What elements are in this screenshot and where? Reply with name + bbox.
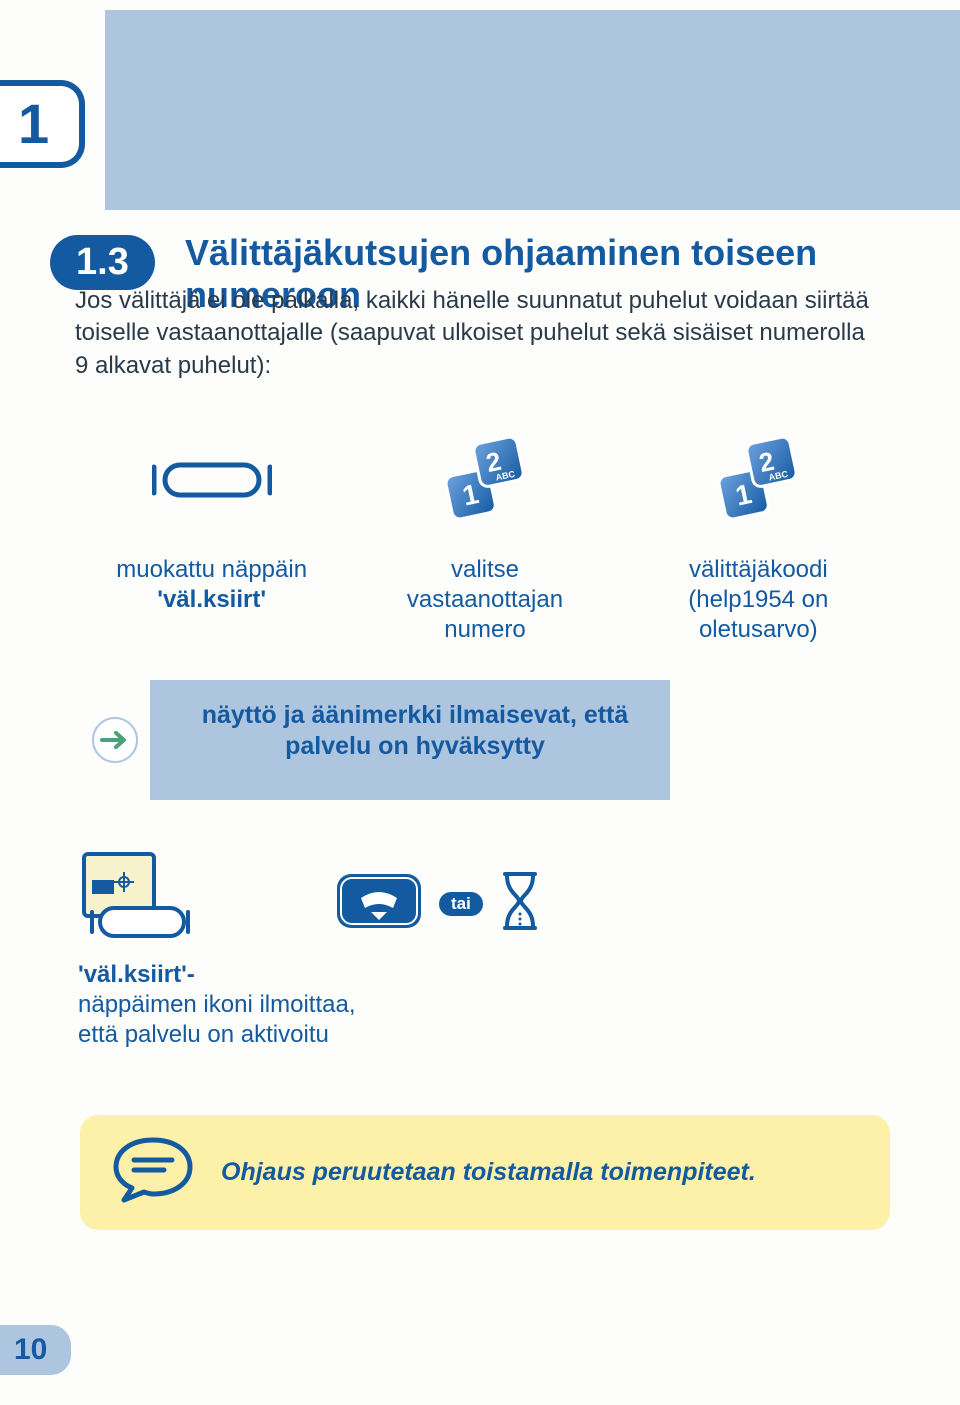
step-2-line-3: numero [444,616,525,643]
or-pill: tai [439,892,483,916]
step-1-line-1: muokattu näppäin [116,556,307,583]
hangup-or-wait-row: tai [335,870,541,937]
chapter-number: 1 [18,96,49,152]
activation-caption: 'väl.ksiirt'- näppäimen ikoni ilmoittaa,… [78,960,378,1050]
note-text: Ohjaus peruutetaan toistamalla toimenpit… [221,1158,756,1187]
chapter-tab: 1 [0,80,85,168]
step-3-line-1: välittäjäkoodi [689,556,828,583]
confirmation-text: näyttö ja äänimerkki ilmaisevat, että pa… [180,700,650,763]
cancel-note: Ohjaus peruutetaan toistamalla toimenpit… [80,1115,890,1230]
hangup-key-icon [335,872,423,935]
step-2-line-1: valitse [451,556,519,583]
hourglass-icon [499,870,541,937]
section-number-pill: 1.3 [50,235,155,290]
step-3-line-3: oletusarvo) [699,616,818,643]
steps-label-row: muokattu näppäin 'väl.ksiirt' valitse va… [75,555,895,645]
page-number-tab: 10 [0,1325,71,1375]
arrow-right-icon [92,717,138,763]
keypad-icon: 1 2 ABC [622,430,895,530]
step-3-label: välittäjäkoodi (help1954 on oletusarvo) [622,555,895,645]
caption-rest: näppäimen ikoni ilmoittaa, että palvelu … [78,991,356,1048]
step-1-line-2: 'väl.ksiirt' [157,586,266,613]
step-3-line-2: (help1954 on [688,586,828,613]
page-number: 10 [14,1333,47,1367]
speech-bubble-icon [110,1134,196,1211]
caption-bold: 'väl.ksiirt'- [78,961,195,988]
step-2-label: valitse vastaanottajan numero [348,555,621,645]
steps-icon-row: 1 2 ABC 1 2 ABC [75,430,895,530]
step-2-line-2: vastaanottajan [407,586,563,613]
lead-paragraph: Jos välittäjä ei ole paikalla, kaikki hä… [75,285,875,382]
step-1-label: muokattu näppäin 'väl.ksiirt' [75,555,348,645]
keypad-icon: 1 2 ABC [348,430,621,530]
handset-icon [75,430,348,530]
header-band [105,10,960,210]
phone-screen-icon [80,850,190,950]
